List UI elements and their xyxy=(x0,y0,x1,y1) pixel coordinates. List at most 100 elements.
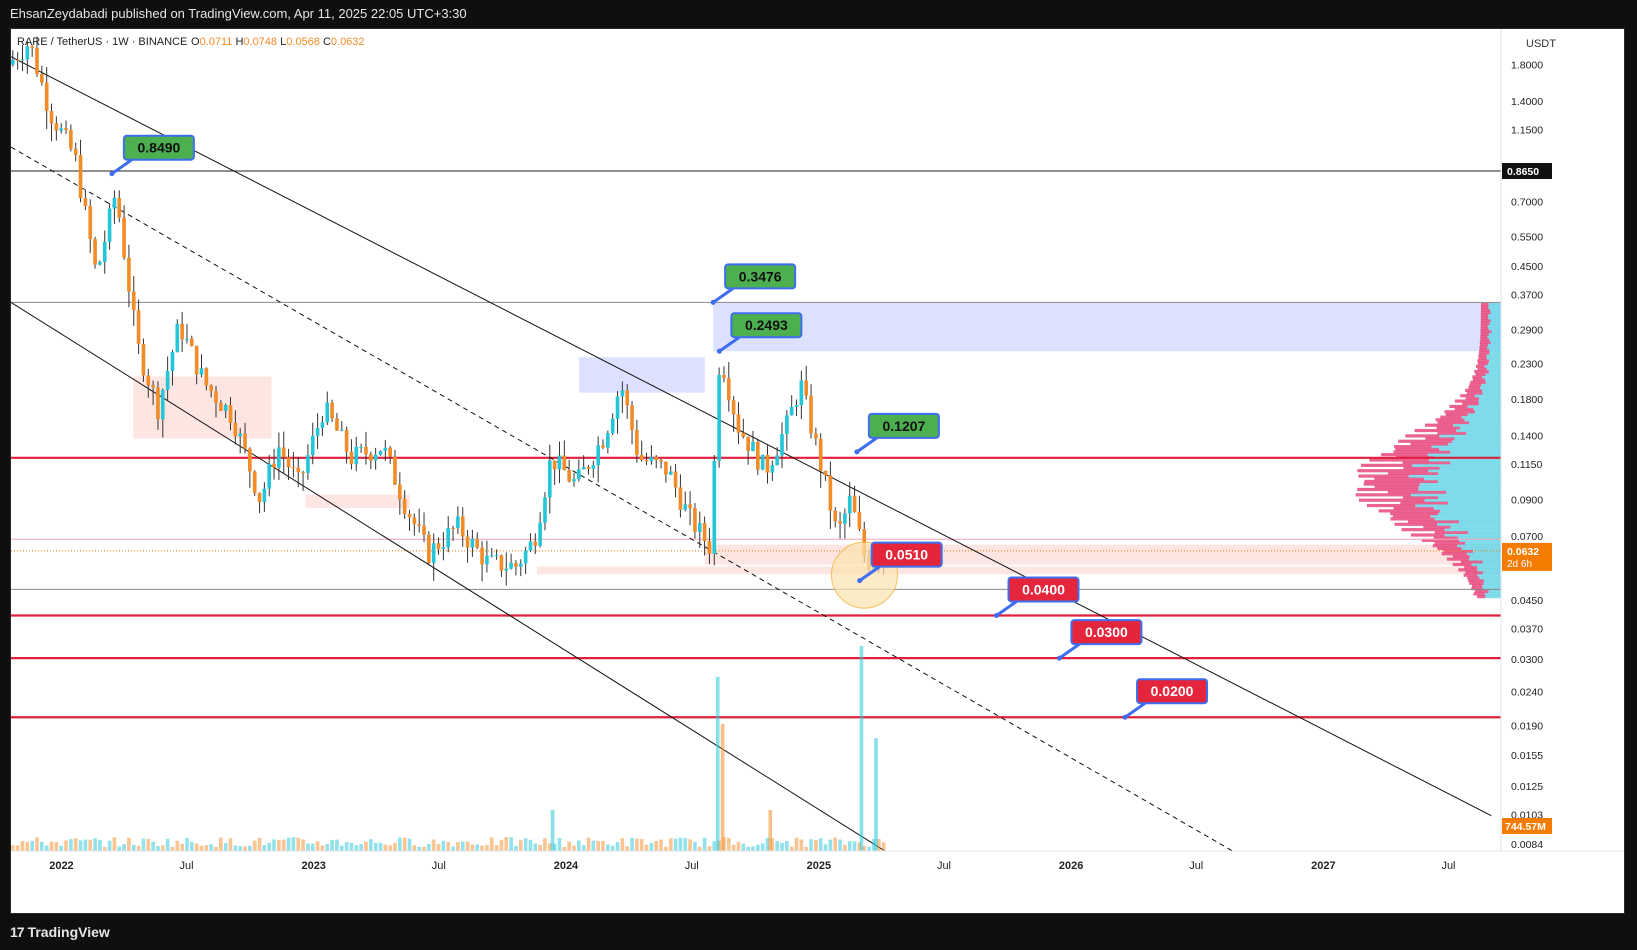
tradingview-logo[interactable]: 17 TradingView xyxy=(10,914,110,950)
volume-profile-sell xyxy=(1435,418,1465,422)
volume-tag-label: 744.57M xyxy=(1505,821,1546,833)
candle-body xyxy=(373,454,378,461)
volume-profile-sell xyxy=(1469,383,1482,387)
volume-bar xyxy=(702,837,707,851)
time-tick-label: 2026 xyxy=(1059,860,1083,872)
volume-bar xyxy=(281,839,286,851)
price-tick-label: 0.7000 xyxy=(1511,197,1543,209)
volume-bar xyxy=(64,840,68,851)
volume-bar xyxy=(40,841,44,851)
candle-body xyxy=(489,555,494,557)
candle-body xyxy=(93,239,97,265)
volume-profile-sell xyxy=(1480,316,1489,320)
volume-profile-buy xyxy=(1433,506,1501,510)
candle-body xyxy=(88,206,93,240)
callout-pointer xyxy=(858,565,881,582)
volume-bar xyxy=(127,837,131,851)
callout-anchor xyxy=(1122,714,1128,720)
price-tick-label: 0.0370 xyxy=(1511,624,1543,636)
chart-frame[interactable]: 0.8490 0.3476 0.2493 0.1207 0.0510 0.0400 0.03… xyxy=(10,28,1625,914)
volume-bar xyxy=(780,842,784,851)
volume-bar xyxy=(664,846,668,851)
volume-profile-sell xyxy=(1465,388,1483,392)
volume-profile-sell xyxy=(1437,431,1467,435)
volume-profile-buy xyxy=(1465,541,1501,545)
candle-body xyxy=(451,528,455,530)
volume-bar xyxy=(509,837,513,851)
candle-body xyxy=(760,454,765,470)
volume-bar xyxy=(141,838,146,851)
volume-profile-sell xyxy=(1437,546,1462,551)
volume-profile-buy xyxy=(1477,565,1501,569)
volume-profile-buy xyxy=(1486,367,1501,371)
candle-body xyxy=(107,208,112,242)
volume-bar xyxy=(572,845,576,851)
volume-profile-sell xyxy=(1480,324,1488,328)
volume-profile-sell xyxy=(1434,530,1469,534)
candle-body xyxy=(804,380,809,396)
volume-bar xyxy=(814,840,818,851)
candle-body xyxy=(523,550,528,564)
volume-profile-sell xyxy=(1470,380,1486,384)
candle-body xyxy=(359,446,363,448)
volume-bar xyxy=(615,842,620,851)
price-tick-label: 0.1800 xyxy=(1511,394,1543,406)
volume-bar xyxy=(765,837,770,851)
candle-body xyxy=(780,434,784,456)
volume-bar xyxy=(185,837,189,851)
volume-profile-buy xyxy=(1482,375,1501,379)
volume-spike-bar xyxy=(874,738,878,851)
volume-bar xyxy=(199,845,204,851)
volume-bar xyxy=(770,838,775,851)
candle-body xyxy=(630,405,634,431)
volume-bar xyxy=(847,841,852,851)
volume-profile-sell xyxy=(1394,445,1432,449)
candle-body xyxy=(281,447,286,458)
volume-bar xyxy=(422,846,426,851)
volume-profile-buy xyxy=(1428,458,1501,462)
volume-profile-buy xyxy=(1479,396,1501,401)
volume-bar xyxy=(54,842,59,851)
volume-bar xyxy=(402,837,407,851)
volume-bar xyxy=(11,845,15,851)
volume-profile-sell xyxy=(1480,337,1490,342)
volume-profile-sell xyxy=(1480,335,1488,339)
volume-bar xyxy=(412,845,417,851)
volume-profile-sell xyxy=(1400,501,1449,505)
callout-anchor xyxy=(857,578,863,584)
volume-profile-buy xyxy=(1439,466,1501,470)
price-chart[interactable]: 0.8490 0.3476 0.2493 0.1207 0.0510 0.0400 0.03… xyxy=(11,29,1624,913)
candle-body xyxy=(383,447,388,451)
price-callout-label: 0.2493 xyxy=(745,317,788,333)
volume-profile-buy xyxy=(1419,482,1501,486)
price-tick-label: 0.0155 xyxy=(1511,750,1543,762)
price-callout-box xyxy=(870,541,943,568)
volume-profile-sell xyxy=(1358,498,1425,502)
symbol-legend: RARE / TetherUS · 1W · BINANCE xyxy=(17,36,187,48)
candle-body xyxy=(620,390,625,397)
price-zone xyxy=(579,357,705,393)
candle-body xyxy=(175,323,180,353)
volume-profile-buy xyxy=(1487,361,1501,366)
volume-bar xyxy=(809,839,813,851)
candle-body xyxy=(847,495,852,514)
volume-profile-sell xyxy=(1480,321,1490,325)
volume-profile-sell xyxy=(1381,453,1428,457)
candle-body xyxy=(364,446,368,455)
volume-profile-buy xyxy=(1428,469,1501,473)
volume-bar xyxy=(349,842,354,851)
candle-body xyxy=(330,402,334,419)
volume-profile-buy xyxy=(1439,434,1501,438)
volume-bar xyxy=(156,846,160,851)
volume-profile-buy xyxy=(1438,511,1501,516)
price-tick-label: 0.1150 xyxy=(1511,459,1542,471)
volume-profile-buy xyxy=(1484,578,1501,583)
volume-profile-buy xyxy=(1488,316,1501,320)
volume-bar xyxy=(219,837,223,851)
candle-body xyxy=(746,436,750,452)
volume-profile-sell xyxy=(1410,533,1445,537)
volume-profile-sell xyxy=(1471,584,1483,588)
price-tick-label: 0.0240 xyxy=(1511,686,1543,698)
volume-profile-buy xyxy=(1488,313,1501,317)
volume-bar xyxy=(659,839,663,851)
